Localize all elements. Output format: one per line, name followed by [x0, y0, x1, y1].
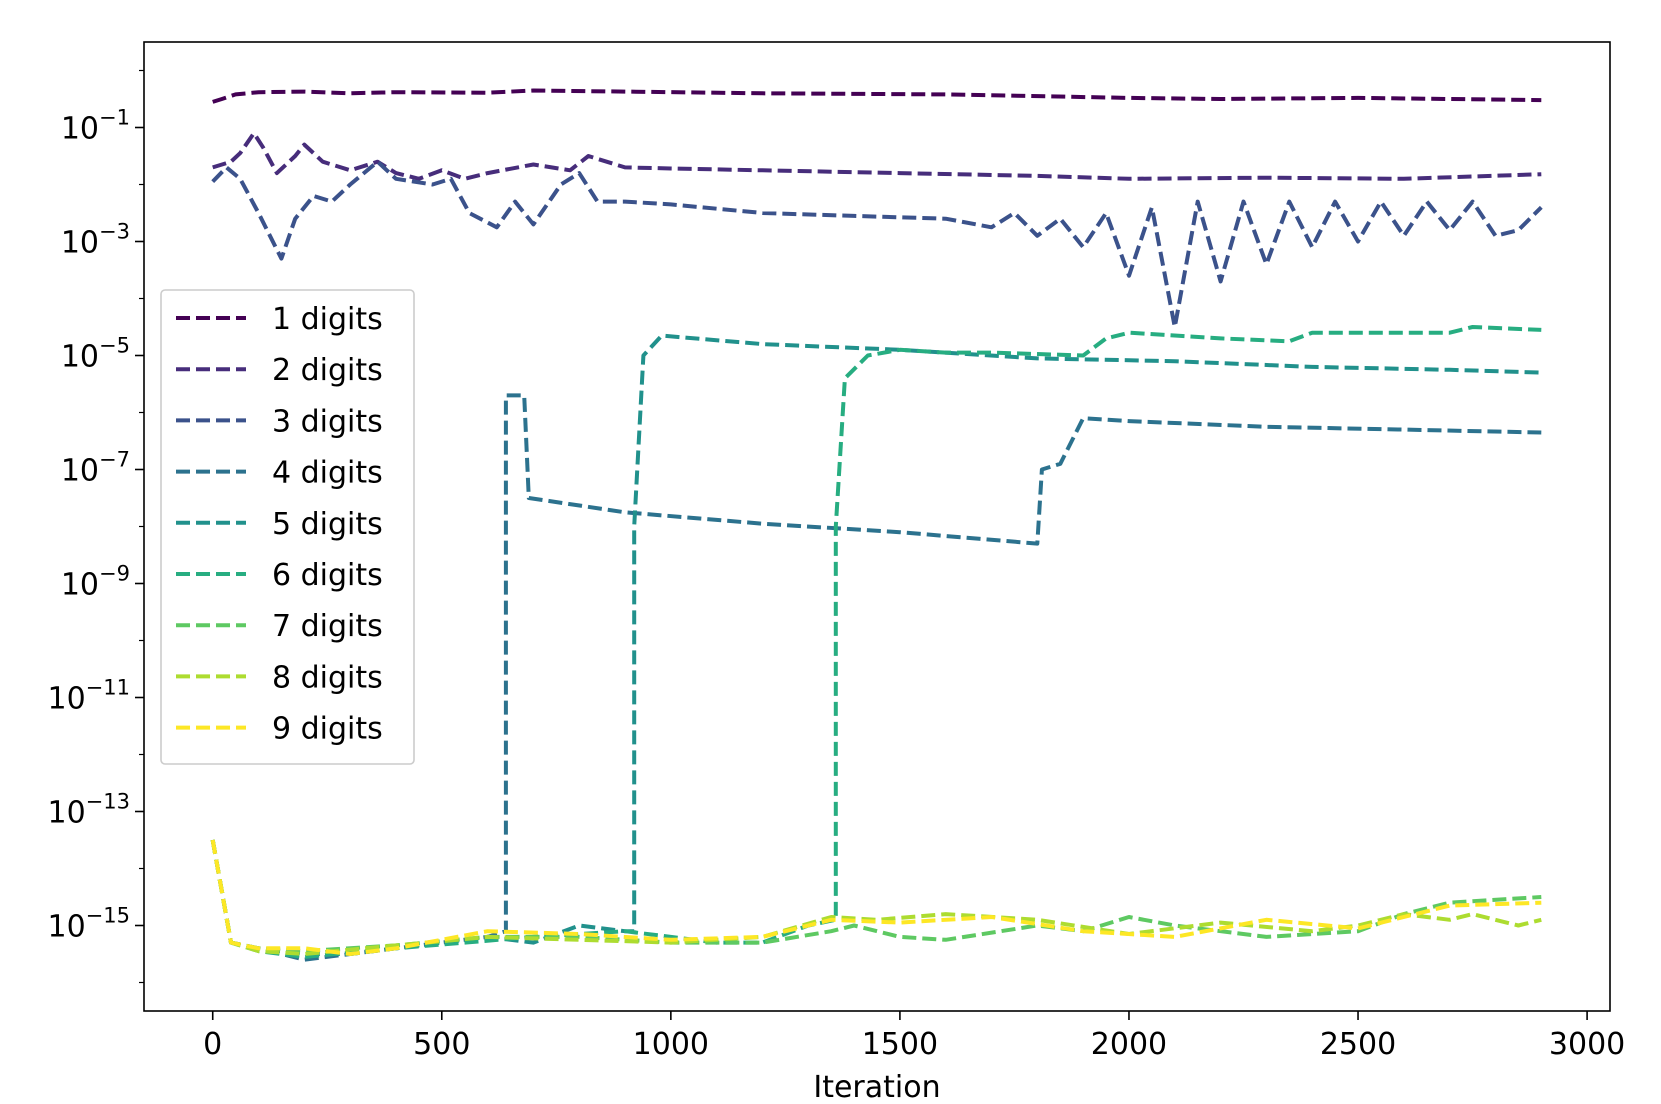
y-tick-base: 10 [61, 226, 99, 261]
x-tick-label: 2500 [1320, 1027, 1396, 1062]
series-line-6 [210, 325, 1542, 959]
y-tick-label: 10−11 [47, 676, 130, 717]
y-tick-label: 10−1 [61, 106, 130, 147]
x-tick-label: 1500 [862, 1027, 938, 1062]
y-tick-exponent: −15 [86, 904, 130, 928]
y-tick-label: 10−5 [61, 334, 130, 375]
legend-label: 2 digits [272, 353, 383, 388]
plot-lines [210, 88, 1543, 962]
series-line-9 [210, 839, 1542, 956]
legend-label: 3 digits [272, 404, 383, 439]
series-line-2 [212, 131, 1542, 181]
y-tick-label: 10−15 [47, 904, 130, 945]
x-tick-label: 1000 [633, 1027, 709, 1062]
y-tick-label: 10−3 [61, 220, 130, 261]
legend-box [160, 289, 415, 765]
x-axis-ticks: 0 500 1000 1500 2000 2500 3000 [203, 1011, 1625, 1062]
x-axis-title: Iteration [813, 1070, 940, 1104]
y-tick-base: 10 [61, 112, 99, 147]
legend-label: 1 digits [272, 302, 383, 337]
y-tick-base: 10 [47, 682, 85, 717]
series-line-3 [211, 159, 1543, 329]
legend-label: 8 digits [272, 660, 383, 695]
y-tick-label: 10−13 [47, 790, 130, 831]
x-tick-label: 500 [413, 1027, 470, 1062]
y-tick-exponent: −9 [99, 562, 130, 586]
series-line-1 [212, 88, 1542, 104]
y-tick-exponent: −11 [86, 676, 130, 700]
y-tick-base: 10 [47, 796, 85, 831]
legend-label: 7 digits [272, 609, 383, 644]
series-line-8 [210, 839, 1542, 956]
legend-label: 9 digits [272, 712, 383, 747]
y-tick-exponent: −13 [86, 790, 130, 814]
y-tick-base: 10 [61, 340, 99, 375]
y-tick-base: 10 [61, 454, 99, 489]
x-tick-label: 2000 [1091, 1027, 1167, 1062]
y-tick-exponent: −1 [99, 106, 130, 130]
legend: 1 digits 2 digits 3 digits 4 digits 5 digits… [160, 289, 415, 765]
legend-label: 4 digits [272, 456, 383, 491]
legend-label: 6 digits [272, 558, 383, 593]
y-tick-label: 10−7 [61, 448, 130, 489]
x-tick-label: 3000 [1549, 1027, 1625, 1062]
y-tick-exponent: −5 [99, 334, 130, 358]
y-tick-label: 10−9 [61, 562, 130, 603]
x-tick-label: 0 [203, 1027, 222, 1062]
y-tick-base: 10 [47, 910, 85, 945]
legend-label: 5 digits [272, 507, 383, 542]
y-tick-exponent: −3 [99, 220, 130, 244]
y-tick-exponent: −7 [99, 448, 130, 472]
y-tick-base: 10 [61, 568, 99, 603]
